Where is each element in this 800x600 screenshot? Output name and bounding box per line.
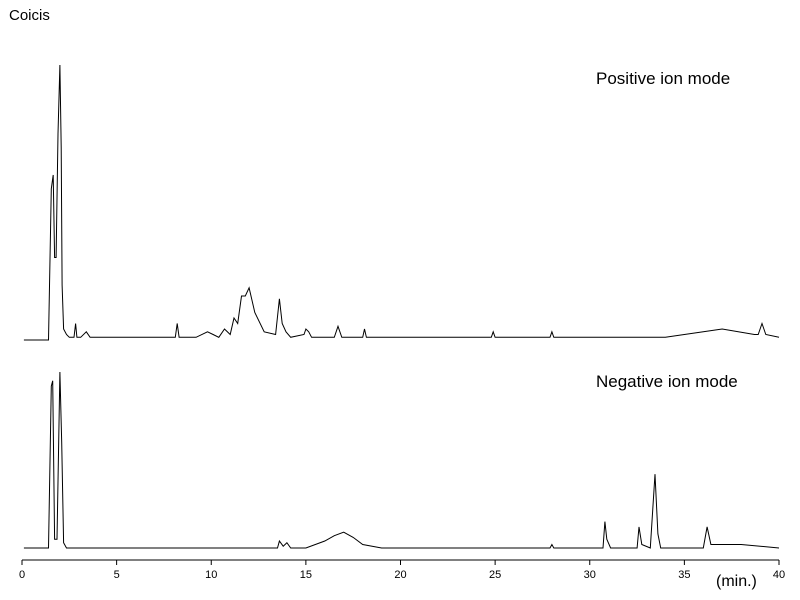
x-tick-label: 30 (584, 569, 596, 581)
positive-ion-trace (23, 64, 780, 341)
negative-series-label: Negative ion mode (596, 372, 738, 391)
x-tick-label: 10 (205, 569, 217, 581)
positive-series-label: Positive ion mode (596, 69, 730, 88)
x-axis: 0 5 10 15 20 25 30 35 40 (19, 559, 785, 581)
positive-panel: Positive ion mode (23, 64, 780, 341)
x-tick-label: 0 (19, 569, 25, 581)
x-tick-label: 5 (114, 569, 120, 581)
x-axis-unit-label: (min.) (716, 573, 757, 590)
x-tick-label: 35 (678, 569, 690, 581)
x-tick-label: 20 (394, 569, 406, 581)
chart-title: Coicis (9, 7, 50, 24)
x-tick-label: 15 (300, 569, 312, 581)
x-tick-label: 25 (489, 569, 501, 581)
negative-ion-trace (23, 371, 780, 549)
x-tick-label: 40 (773, 569, 785, 581)
negative-panel: Negative ion mode (23, 371, 780, 549)
